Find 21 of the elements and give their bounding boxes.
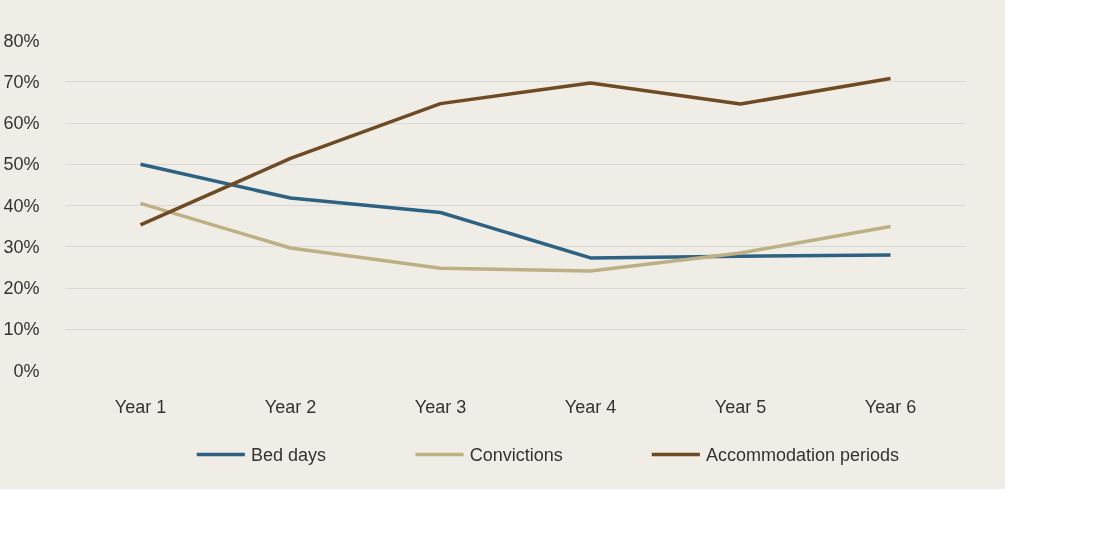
y-tick-label: 30% [3,236,40,257]
x-tick-label: Year 3 [414,396,467,417]
x-tick-label: Year 4 [564,396,617,417]
y-tick-label: 70% [3,71,40,92]
y-tick-label: 20% [3,278,40,298]
y-tick-label: 40% [3,195,40,216]
legend-label: Bed days [251,444,327,465]
line-series [138,76,893,227]
x-tick-label: Year 2 [264,396,317,417]
y-tick-label: 50% [3,154,40,175]
y-tick-label: 0% [13,360,40,381]
y-tick-label: 80% [3,30,40,51]
line-series [138,162,893,260]
y-tick-label: 60% [3,113,40,133]
legend-label: Convictions [469,444,563,465]
x-tick-label: Year 1 [114,396,167,417]
x-tick-label: Year 5 [714,396,767,417]
x-tick-label: Year 6 [864,396,917,417]
line-series [138,201,893,273]
legend-label: Accommodation periods [706,444,900,465]
y-tick-label: 10% [3,319,40,340]
